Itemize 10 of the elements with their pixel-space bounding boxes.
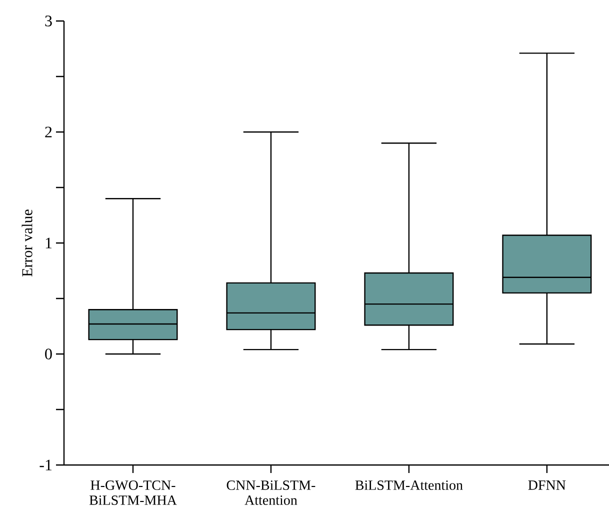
y-axis-title: Error value <box>22 210 32 277</box>
x-tick-label: DFNN <box>528 480 566 490</box>
y-tick-label: 2 <box>45 126 52 138</box>
y-tick-label: 3 <box>45 16 52 26</box>
y-tick-label: 0 <box>45 348 52 360</box>
y-tick-label: 1 <box>46 238 52 248</box>
x-tick-label: BiLSTM-Attention <box>355 480 463 490</box>
y-tick-label: -1 <box>40 460 52 470</box>
x-tick-label: H-GWO-TCN-BiLSTM-MHA <box>89 480 177 505</box>
x-tick-label: CNN-BiLSTM-Attention <box>226 480 316 505</box>
